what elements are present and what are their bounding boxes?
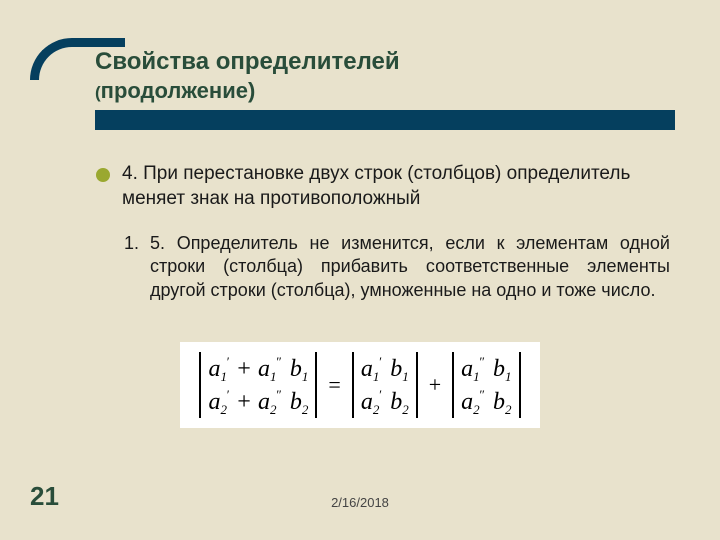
title-block: Свойства определителей (продолжение): [95, 48, 690, 130]
formula-row: a1′ + a1″ a2′ + a2″ b1 b2 = a1′ a2′ b1 b…: [0, 342, 720, 428]
title-underline-bar: [95, 110, 675, 130]
det-m1: a1′ a2′ b1 b2: [349, 352, 421, 418]
footer-date: 2/16/2018: [331, 495, 389, 510]
bullet-icon: [96, 168, 110, 182]
slide-number: 21: [30, 481, 59, 512]
plus-sign: +: [429, 372, 441, 398]
list-number: 1.: [124, 232, 139, 255]
determinant-formula: a1′ + a1″ a2′ + a2″ b1 b2 = a1′ a2′ b1 b…: [180, 342, 539, 428]
det-lhs: a1′ + a1″ a2′ + a2″ b1 b2: [196, 352, 320, 418]
equals-sign: =: [328, 372, 340, 398]
property-4-text: 4. При перестановке двух строк (столбцов…: [122, 162, 680, 211]
property-5-body: 5. Определитель не изменится, если к эле…: [150, 233, 670, 300]
property-5-text: 1. 5. Определитель не изменится, если к …: [150, 232, 670, 302]
title-line1: Свойства определителей: [95, 48, 690, 76]
det-m2: a1″ a2″ b1 b2: [449, 352, 523, 418]
title-continuation: продолжение): [101, 78, 256, 103]
title-line2: (продолжение): [95, 78, 690, 104]
